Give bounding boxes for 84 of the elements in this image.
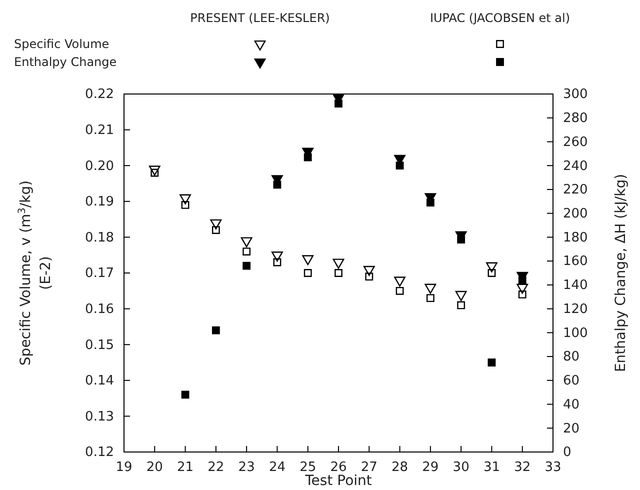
point (365, 272, 374, 281)
y2-tick-label: 0 (563, 445, 572, 460)
x-tick-label: 27 (360, 460, 378, 476)
y2-tick-label: 280 (563, 111, 588, 126)
x-tick-label: 20 (146, 460, 163, 476)
y-tick-label: 0.12 (85, 445, 114, 460)
point (273, 258, 282, 266)
x-tick-label: 29 (422, 460, 439, 476)
point (518, 290, 526, 298)
x-tick-label: 22 (208, 460, 224, 476)
point (334, 100, 342, 108)
point (304, 153, 312, 162)
y2-tick-label: 200 (563, 206, 588, 222)
point (424, 284, 436, 294)
point (426, 294, 434, 302)
y2-tick-label: 20 (563, 421, 580, 436)
y2-tick-label: 180 (563, 230, 588, 246)
y-tick-label: 0.22 (85, 87, 114, 102)
y2-tick-label: 220 (563, 182, 588, 198)
x-tick-label: 23 (238, 460, 255, 476)
x-tick-label: 25 (300, 460, 316, 476)
point (457, 236, 466, 244)
text: Enthalpy Change (14, 55, 117, 69)
point (455, 290, 467, 301)
x-tick-label: 30 (452, 460, 470, 476)
text: PRESENT (LEE-KESLER) (190, 11, 330, 25)
point (332, 258, 344, 269)
y-tick-label: 0.20 (85, 158, 114, 174)
y2-tick-label: 60 (563, 374, 580, 389)
point (212, 326, 220, 334)
point (488, 358, 496, 366)
point (486, 262, 498, 272)
point (181, 390, 190, 399)
y2-tick-label: 160 (563, 254, 588, 270)
text: Specific Volume (14, 37, 110, 51)
x-tick-label: 24 (268, 460, 286, 476)
point (242, 248, 251, 256)
x-tick-label: 32 (514, 460, 531, 476)
text: IUPAC (JACOBSEN et al) (430, 11, 570, 25)
point (302, 255, 314, 266)
point (180, 194, 191, 204)
point (273, 180, 282, 189)
y-tick-label: 0.21 (85, 122, 114, 138)
point (426, 198, 434, 207)
x-tick-label: 31 (483, 460, 500, 476)
point (396, 286, 404, 295)
point (304, 269, 312, 277)
point (396, 162, 404, 170)
y-tick-label: 0.14 (85, 374, 114, 389)
x-tick-label: 26 (330, 460, 347, 476)
y2-tick-label: 300 (563, 87, 588, 102)
y-tick-label: 0.19 (85, 194, 114, 210)
y-tick-label: 0.13 (85, 409, 114, 424)
point (334, 269, 342, 277)
y2-tick-label: 100 (563, 326, 588, 341)
point (148, 166, 160, 176)
point (210, 219, 222, 230)
y-tick-label: 0.18 (85, 230, 114, 246)
x-tick-label: 19 (116, 460, 132, 476)
point (394, 276, 406, 287)
point (516, 284, 528, 294)
y2-tick-label: 40 (563, 397, 580, 412)
point (488, 269, 496, 277)
y-tick-label: 0.17 (85, 266, 114, 282)
y-tick-label: 0.15 (85, 338, 114, 353)
point (240, 237, 252, 248)
y2-tick-label: 120 (563, 302, 588, 317)
point (272, 252, 283, 262)
x-tick-label: 33 (544, 460, 562, 476)
y2-axis-title: Enthalpy Change, ΔH (kJ/kg) (613, 174, 629, 372)
x-tick-label: 21 (177, 460, 194, 476)
point (181, 201, 190, 209)
point (518, 276, 526, 284)
point (242, 262, 251, 270)
point (363, 266, 375, 276)
y2-tick-label: 140 (563, 278, 588, 294)
point (457, 301, 466, 310)
point (212, 226, 220, 234)
x-tick-label: 28 (392, 460, 408, 476)
y-tick-label: 0.16 (85, 302, 114, 317)
y2-tick-label: 260 (563, 134, 588, 150)
y2-tick-label: 240 (563, 158, 588, 174)
y2-tick-label: 80 (563, 350, 580, 365)
x-axis-title: Test Point (304, 473, 372, 489)
